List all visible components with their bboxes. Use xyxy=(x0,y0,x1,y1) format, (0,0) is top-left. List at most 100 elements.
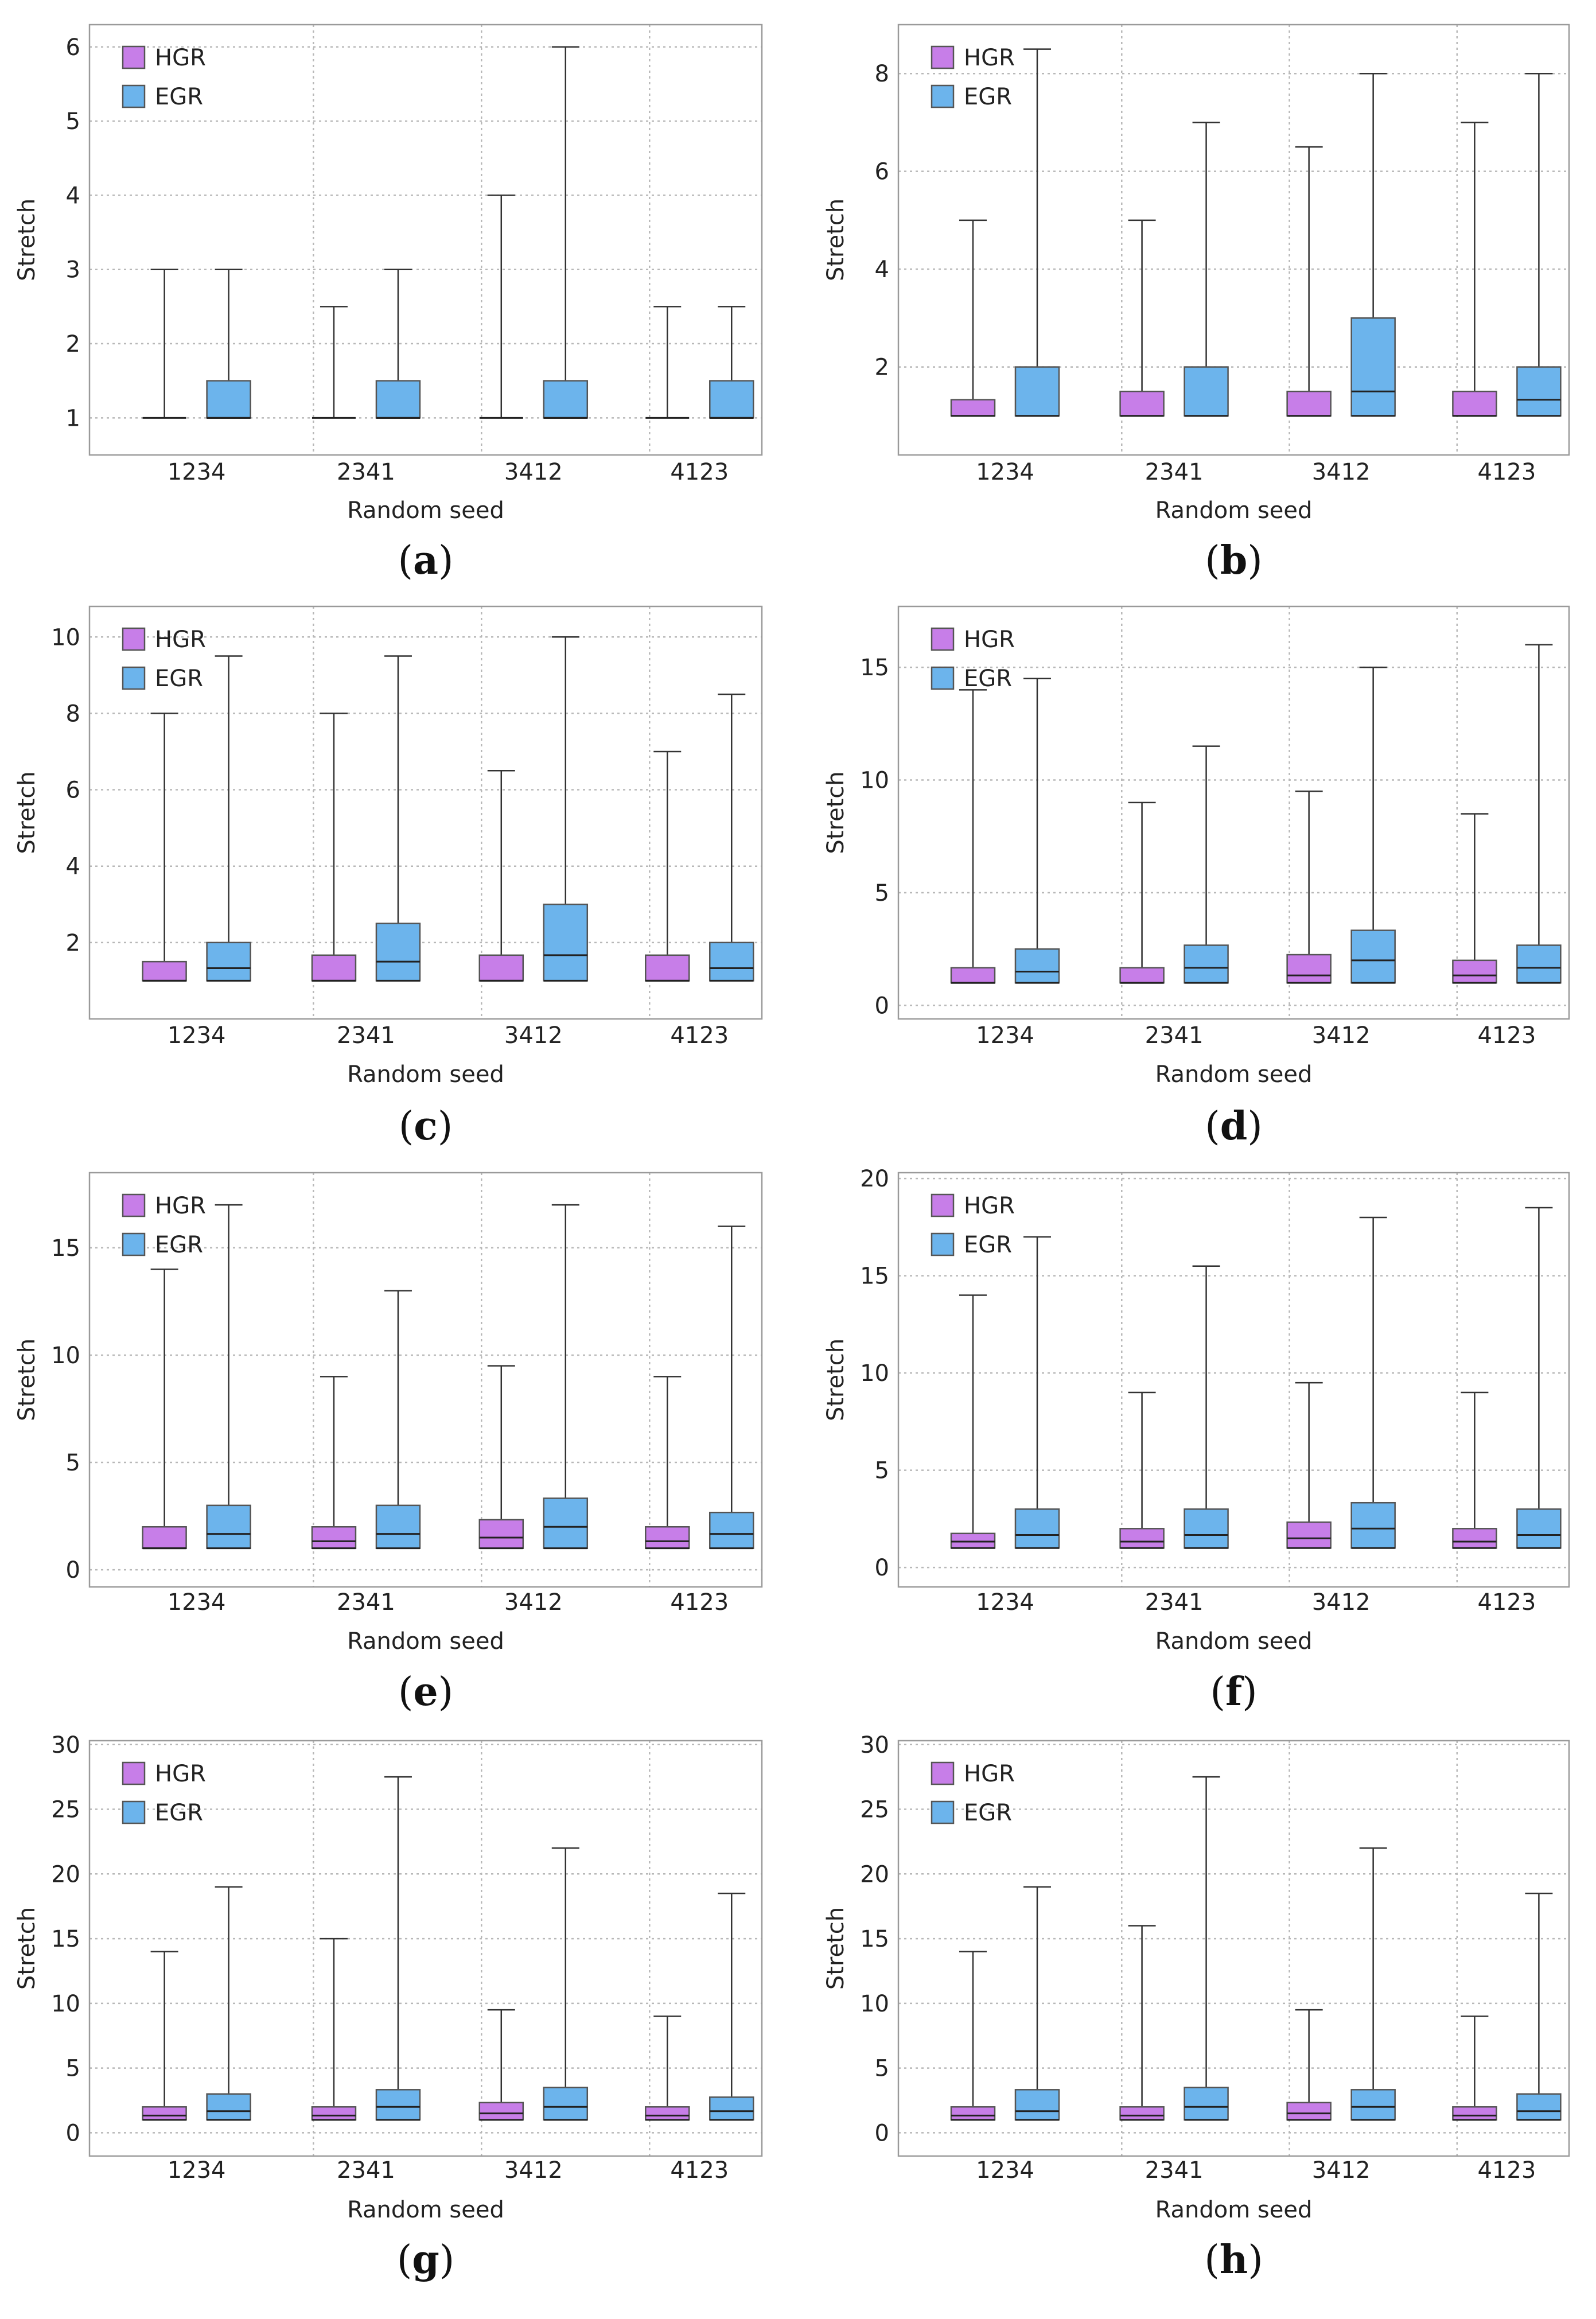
legend-label-egr: EGR xyxy=(155,666,203,692)
caption-letter: e xyxy=(413,1669,438,1715)
y-tick-label: 4 xyxy=(66,854,80,880)
egr-box-3412 xyxy=(543,636,589,982)
y-tick-label: 30 xyxy=(860,1732,889,1758)
caption-letter: h xyxy=(1220,2237,1248,2283)
legend-swatch-egr xyxy=(122,1232,146,1256)
x-tick-label: 3412 xyxy=(504,2157,563,2184)
legend-label-hgr: HGR xyxy=(964,627,1015,653)
hgr-box-2341 xyxy=(1119,219,1165,417)
legend-label-hgr: HGR xyxy=(155,1193,206,1219)
plot-frame xyxy=(897,1740,1570,2157)
hgr-box-4123 xyxy=(1452,813,1497,984)
panel-caption: (g) xyxy=(397,2237,455,2283)
box-body xyxy=(543,1497,589,1549)
y-tick-label: 20 xyxy=(860,1861,889,1888)
box-body xyxy=(645,1526,690,1549)
box-body xyxy=(1350,1501,1396,1549)
box-body xyxy=(1119,390,1165,417)
box-body xyxy=(1350,2089,1396,2121)
legend-swatch-egr xyxy=(122,84,146,108)
hgr-box-2341 xyxy=(312,306,356,419)
y-tick-label: 2 xyxy=(66,331,80,357)
panel-e: 0 5 10 15 1234 2341 3412 4123 Random seed Stretch… xyxy=(14,1172,763,1715)
y-axis-label: Stretch xyxy=(823,771,849,854)
hgr-box-3412 xyxy=(478,2009,524,2121)
hgr-box-4123 xyxy=(1452,2015,1497,2121)
y-axis-label: Stretch xyxy=(14,1339,40,1421)
y-tick-label: 4 xyxy=(66,182,80,209)
x-tick-label: 3412 xyxy=(1312,459,1371,485)
y-tick-label: 6 xyxy=(66,34,80,61)
caption-open-paren: ( xyxy=(397,2238,412,2283)
y-tick-label: 15 xyxy=(860,1263,889,1290)
legend-swatch-hgr xyxy=(931,45,955,69)
box-body xyxy=(1452,390,1497,417)
panel-f: 0 5 10 15 20 1234 2341 3412 4123 Random seed Stret… xyxy=(823,1166,1570,1715)
legend-label-egr: EGR xyxy=(964,1232,1012,1258)
y-tick-label: 30 xyxy=(51,1732,80,1758)
caption-open-paren: ( xyxy=(398,538,413,583)
legend-label-egr: EGR xyxy=(155,1800,203,1826)
x-tick-label: 3412 xyxy=(504,459,563,485)
x-axis-label: Random seed xyxy=(347,497,504,524)
caption-close-paren: ) xyxy=(439,2238,455,2283)
legend: HGR EGR xyxy=(931,1761,1015,1826)
caption-close-paren: ) xyxy=(1242,1670,1258,1715)
y-tick-label: 5 xyxy=(875,1458,889,1484)
box-body xyxy=(1014,1508,1060,1549)
hgr-box-2341 xyxy=(1119,1925,1165,2121)
box-body xyxy=(142,960,187,982)
egr-box-4123 xyxy=(1516,72,1562,417)
box-body xyxy=(950,967,996,984)
x-tick-label: 3412 xyxy=(504,1589,563,1616)
hgr-box-1234 xyxy=(142,1269,187,1550)
caption-open-paren: ( xyxy=(1204,2238,1220,2283)
legend: HGR EGR xyxy=(122,45,206,110)
caption-close-paren: ) xyxy=(1247,1104,1263,1149)
panel-d: 0 5 10 15 1234 2341 3412 4123 Random seed Stretch… xyxy=(823,605,1570,1149)
hgr-box-3412 xyxy=(478,1365,524,1550)
hgr-box-4123 xyxy=(645,750,690,982)
x-tick-label: 4123 xyxy=(670,1022,729,1049)
egr-box-1234 xyxy=(1014,1886,1060,2121)
x-tick-label: 3412 xyxy=(1312,2157,1371,2184)
egr-box-3412 xyxy=(1350,72,1396,417)
egr-box-3412 xyxy=(543,46,589,419)
hgr-box-3412 xyxy=(478,770,524,982)
panel-h: 0 5 10 15 20 25 30 1234 2341 3412 4123 Random seed S… xyxy=(823,1732,1570,2283)
legend-label-egr: EGR xyxy=(155,84,203,110)
y-tick-label: 20 xyxy=(860,1166,889,1192)
y-tick-label: 20 xyxy=(51,1861,80,1888)
egr-box-2341 xyxy=(1184,1776,1229,2121)
x-tick-label: 2341 xyxy=(337,1589,395,1616)
panel-g: 0 5 10 15 20 25 30 1234 2341 3412 4123 Random seed S… xyxy=(14,1732,763,2283)
hgr-box-3412 xyxy=(479,194,523,419)
x-tick-label: 1234 xyxy=(168,2157,226,2184)
box-body xyxy=(478,954,524,982)
plot-frame xyxy=(88,24,763,456)
egr-box-1234 xyxy=(1014,678,1060,984)
x-tick-label: 2341 xyxy=(1145,459,1204,485)
hgr-box-1234 xyxy=(950,1294,996,1549)
egr-box-3412 xyxy=(1350,666,1396,984)
box-body xyxy=(478,2102,524,2121)
hgr-box-1234 xyxy=(142,1951,187,2121)
box-body xyxy=(950,2106,996,2121)
x-tick-label: 1234 xyxy=(976,1022,1034,1049)
x-tick-label: 1234 xyxy=(976,459,1034,485)
box-body xyxy=(1350,317,1396,417)
box-body xyxy=(543,380,589,419)
x-tick-label: 3412 xyxy=(1312,1022,1371,1049)
box-body xyxy=(645,2106,690,2121)
caption-letter: a xyxy=(413,538,438,583)
x-axis-label: Random seed xyxy=(1155,497,1313,524)
box-body xyxy=(1516,2093,1562,2121)
y-tick-label: 5 xyxy=(875,2056,889,2082)
legend-swatch-egr xyxy=(931,666,955,690)
box-body xyxy=(311,1526,357,1549)
legend-swatch-egr xyxy=(931,1800,955,1824)
legend-label-hgr: HGR xyxy=(155,45,206,71)
y-tick-label: 0 xyxy=(875,2120,889,2146)
box-body xyxy=(1516,944,1562,984)
